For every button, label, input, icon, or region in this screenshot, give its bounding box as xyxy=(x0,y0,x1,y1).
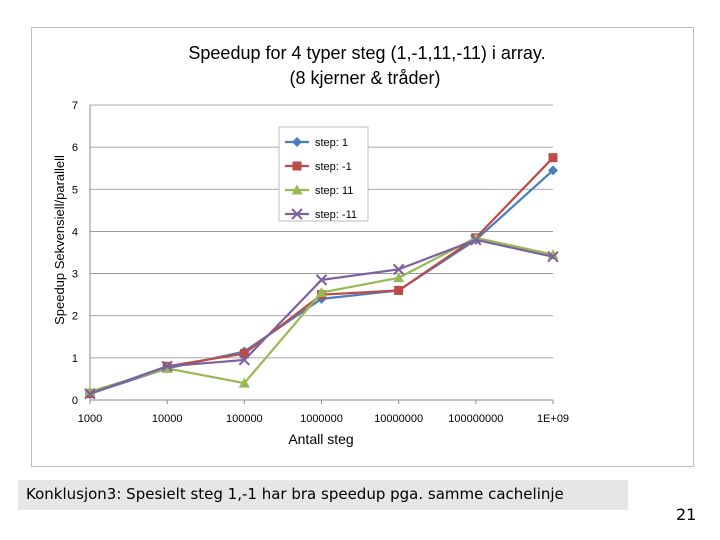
y-tick-label: 7 xyxy=(72,100,78,112)
legend-marker-4 xyxy=(291,208,303,220)
data-point-series-2 xyxy=(394,285,404,295)
legend-label-1: step: 1 xyxy=(315,137,348,149)
legend-label-2: step: -1 xyxy=(315,161,352,173)
data-point-series-4 xyxy=(84,387,96,400)
legend-marker-3 xyxy=(291,184,303,195)
y-tick-label: 5 xyxy=(72,184,78,196)
chart-title-line2: (8 kjerner & tråder) xyxy=(289,68,440,88)
x-tick-label: 10000 xyxy=(152,413,183,425)
data-point-series-3 xyxy=(393,272,405,283)
data-point-series-2 xyxy=(548,153,558,163)
chart-title-line1: Speedup for 4 typer steg (1,-1,11,-11) i… xyxy=(188,43,545,63)
y-tick-label: 3 xyxy=(72,269,78,281)
legend-marker-1 xyxy=(292,137,302,147)
y-tick-label: 6 xyxy=(72,142,78,154)
legend-marker-2 xyxy=(292,161,302,171)
data-point-series-4 xyxy=(470,234,482,246)
y-tick-label: 1 xyxy=(72,353,78,365)
conclusion-caption: Konklusjon3: Spesielt steg 1,-1 har bra … xyxy=(18,480,628,510)
y-tick-label: 4 xyxy=(72,226,78,238)
data-point-series-4 xyxy=(161,360,173,372)
data-point-series-4 xyxy=(392,263,405,276)
data-point-series-3 xyxy=(238,377,250,388)
speedup-chart: Speedup for 4 typer steg (1,-1,11,-11) i… xyxy=(52,43,569,447)
data-point-series-4 xyxy=(547,251,559,263)
x-tick-label: 100000 xyxy=(226,413,263,425)
x-tick-label: 1000000 xyxy=(300,413,343,425)
x-tick-label: 10000000 xyxy=(374,413,423,425)
data-point-series-1 xyxy=(548,165,558,176)
data-point-series-4 xyxy=(238,354,251,366)
x-tick-label: 100000000 xyxy=(448,413,503,425)
x-axis-label: Antall steg xyxy=(288,431,353,447)
y-tick-label: 2 xyxy=(72,311,78,323)
data-point-series-3 xyxy=(316,287,327,298)
x-tick-label: 1000 xyxy=(78,413,102,425)
y-tick-label: 0 xyxy=(72,395,78,407)
legend-label-4: step: -11 xyxy=(315,209,357,221)
data-point-series-2 xyxy=(239,349,249,359)
x-tick-label: 1E+09 xyxy=(537,413,569,425)
chart-frame: Speedup for 4 typer steg (1,-1,11,-11) i… xyxy=(31,27,694,467)
page-number: 21 xyxy=(676,505,697,524)
y-axis-label: Speedup Sekvensiell/parallell xyxy=(52,155,67,325)
legend-label-3: step: 11 xyxy=(315,185,353,197)
data-point-series-4 xyxy=(315,274,328,286)
